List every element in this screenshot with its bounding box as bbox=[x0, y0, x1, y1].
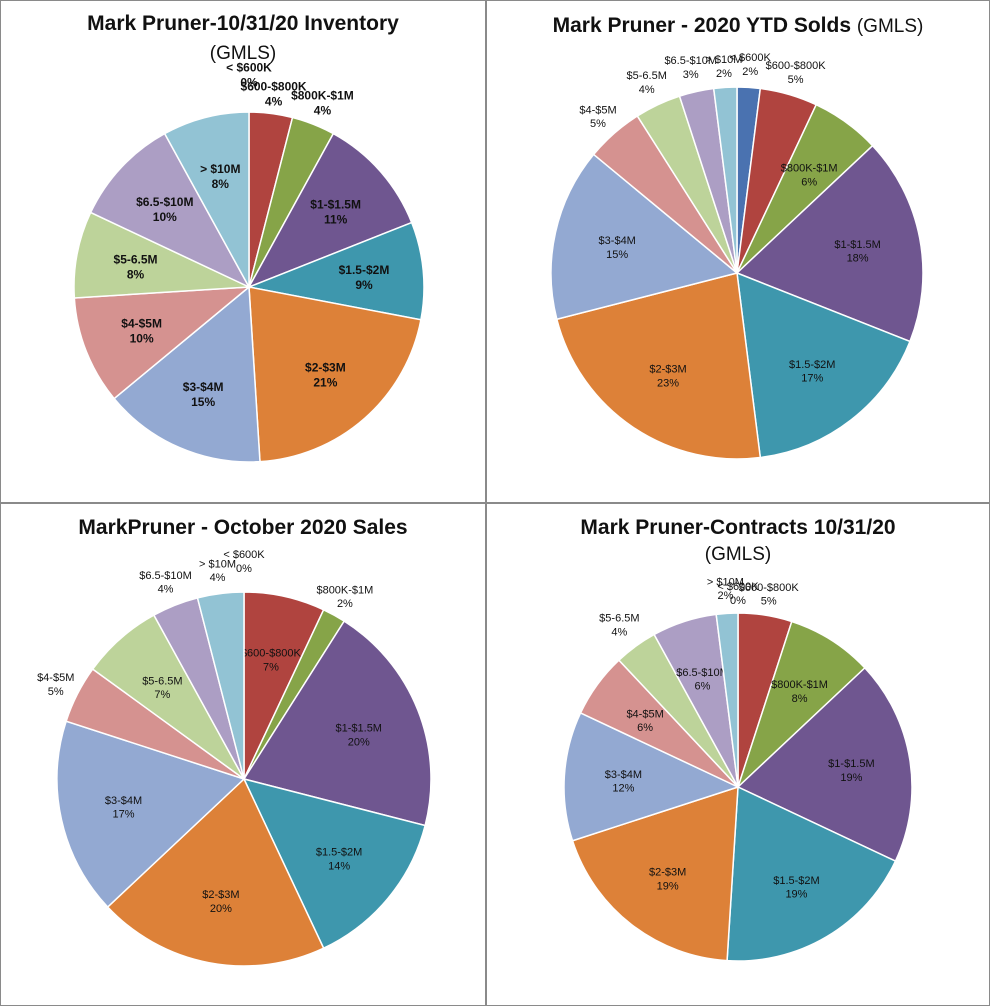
slice-label-1-5-2m: $1.5-$2M 9% bbox=[339, 263, 390, 292]
slice-label-600k: < $600K 0% bbox=[717, 581, 759, 607]
pie-slice-1-1-5m bbox=[736, 666, 913, 863]
slice-label-10m: > $10M 2% bbox=[707, 576, 744, 602]
pie-slice-10m bbox=[715, 612, 739, 788]
pie-svg: < $600K 0%$600-$800K 5% $800K-$1M 8% $1-$1.5M… bbox=[563, 576, 913, 962]
chart-subtitle: (GMLS) bbox=[209, 43, 277, 64]
pie-slice-3-4m bbox=[113, 285, 261, 463]
chart-title: Mark Pruner-10/31/20 Inventory bbox=[87, 12, 399, 35]
slice-label-600k: < $600K 0% bbox=[226, 61, 272, 90]
slice-label-800k-1m: $800K-$1M 4% bbox=[291, 89, 354, 118]
chart-subtitle: (GMLS) bbox=[704, 544, 772, 565]
pie-svg: < $600K 0% $600-$800K 7% $800K-$1M 2% $1-$1.5M… bbox=[37, 549, 432, 967]
slice-label-1-5-2m: $1.5-$2M 19% bbox=[773, 875, 819, 901]
slice-label-6-5-10m: $6.5-$10M 3% bbox=[664, 55, 717, 81]
pie-slice-1-5-2m bbox=[726, 785, 897, 962]
pie-slice-1-5-2m bbox=[242, 777, 427, 950]
pie-slice-10m bbox=[712, 86, 738, 274]
slice-label-1-1-5m: $1-$1.5M 19% bbox=[828, 758, 874, 784]
pie-slice-2-3m bbox=[555, 272, 762, 460]
chart-title-suffix: (GMLS) bbox=[856, 16, 924, 37]
chart-contracts: Mark Pruner-Contracts 10/31/20 (GMLS) < … bbox=[486, 503, 990, 1006]
pie-slice-1-1-5m bbox=[247, 132, 413, 289]
slice-label-5-6-5m: $5-6.5M 4% bbox=[627, 70, 667, 96]
slice-label-5-6-5m: $5-6.5M 7% bbox=[142, 675, 182, 701]
slice-label-600k: < $600K 2% bbox=[730, 52, 772, 78]
slice-label-3-4m: $3-$4M 17% bbox=[105, 795, 142, 821]
pie-slice-3-4m bbox=[56, 720, 246, 909]
slice-label-3-4m: $3-$4M 15% bbox=[183, 380, 224, 409]
slice-label-800k-1m: $800K-$1M 8% bbox=[771, 679, 828, 705]
pie-slice-2-3m bbox=[106, 777, 325, 967]
slice-label-10m: > $10M 8% bbox=[200, 162, 240, 191]
slice-label-1-5-2m: $1.5-$2M 14% bbox=[316, 847, 362, 873]
slice-label-4-5m: $4-$5M 5% bbox=[579, 104, 616, 130]
chart-title-text: Mark Pruner - 2020 YTD Solds bbox=[552, 14, 852, 37]
chart-october-sales: MarkPruner - October 2020 Sales < $600K 0… bbox=[0, 503, 486, 1006]
slice-label-5-6-5m: $5-6.5M 4% bbox=[599, 613, 639, 639]
slice-label-2-3m: $2-$3M 21% bbox=[305, 361, 346, 390]
slice-label-4-5m: $4-$5M 6% bbox=[626, 708, 663, 734]
slice-label-2-3m: $2-$3M 23% bbox=[649, 364, 686, 390]
slice-label-10m: > $10M 2% bbox=[705, 54, 742, 80]
slice-label-1-5-2m: $1.5-$2M 17% bbox=[789, 359, 835, 385]
slice-label-800k-1m: $800K-$1M 6% bbox=[781, 163, 838, 189]
slice-label-6-5-10m: $6.5-$10M 4% bbox=[139, 570, 192, 596]
pie-slice-1-1-5m bbox=[242, 620, 432, 827]
slice-label-10m: > $10M 4% bbox=[199, 558, 236, 584]
chart-title: Mark Pruner - 2020 YTD Solds (GMLS) bbox=[487, 14, 989, 38]
pie-slice-2-3m bbox=[248, 286, 422, 463]
slice-label-3-4m: $3-$4M 15% bbox=[599, 235, 636, 261]
slice-label-800k-1m: $800K-$1M 2% bbox=[316, 584, 373, 610]
pie-slice-1-1-5m bbox=[735, 144, 924, 343]
slice-label-2-3m: $2-$3M 19% bbox=[649, 867, 686, 893]
pie-svg: < $600K 0%$600-$800K 4% $800K-$1M 4% $1-$1.5M… bbox=[73, 61, 425, 463]
slice-label-6-5-10m: $6.5-$10M 10% bbox=[136, 195, 193, 224]
slice-label-4-5m: $4-$5M 10% bbox=[121, 317, 162, 346]
pie-slice-2-3m bbox=[571, 785, 739, 962]
slice-label-600-800k: $600-$800K 5% bbox=[739, 582, 800, 608]
slice-label-3-4m: $3-$4M 12% bbox=[605, 769, 642, 795]
pie-slice-3-4m bbox=[550, 153, 739, 321]
slice-label-600-800k: $600-$800K 7% bbox=[241, 648, 302, 674]
pie-slice-6-5-10m bbox=[89, 132, 251, 289]
pie-slice-10m bbox=[196, 591, 245, 780]
pie-slice-10m bbox=[163, 111, 250, 288]
slice-label-600-800k: $600-$800K 4% bbox=[241, 80, 307, 109]
slice-label-5-6-5m: $5-6.5M 8% bbox=[114, 252, 158, 281]
chart-title: Mark Pruner-Contracts 10/31/20 bbox=[580, 516, 896, 539]
slice-label-1-1-5m: $1-$1.5M 20% bbox=[336, 723, 382, 749]
slice-label-600-800k: $600-$800K 5% bbox=[766, 60, 827, 86]
slice-label-6-5-10m: $6.5-$10M 6% bbox=[676, 667, 729, 693]
slice-label-1-1-5m: $1-$1.5M 18% bbox=[834, 239, 880, 265]
pie-svg: < $600K 2% $600-$800K 5% $800K-$1M 6% $1-$1.5M… bbox=[550, 52, 924, 460]
pie-slice-4-5m bbox=[73, 286, 252, 400]
pie-slice-1-5-2m bbox=[736, 271, 911, 459]
slice-label-2-3m: $2-$3M 20% bbox=[202, 889, 239, 915]
chart-title: MarkPruner - October 2020 Sales bbox=[78, 516, 408, 539]
slice-label-4-5m: $4-$5M 5% bbox=[37, 672, 74, 698]
pie-slice-1-5-2m bbox=[246, 221, 425, 321]
chart-inventory: Mark Pruner-10/31/20 Inventory (GMLS) < … bbox=[0, 0, 486, 503]
slice-label-1-1-5m: $1-$1.5M 11% bbox=[310, 198, 361, 227]
pie-slice-3-4m bbox=[563, 711, 741, 842]
chart-ytd-solds: Mark Pruner - 2020 YTD Solds (GMLS) < $6… bbox=[486, 0, 990, 503]
slice-label-600k: < $600K 0% bbox=[223, 549, 265, 575]
